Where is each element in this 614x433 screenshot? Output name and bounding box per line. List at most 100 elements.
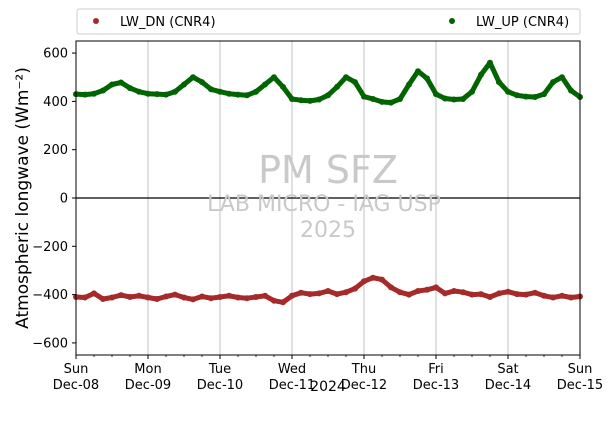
watermark-lab: LAB MICRO - IAG USP (207, 192, 441, 217)
data-point (406, 81, 412, 88)
data-point (496, 290, 502, 297)
data-point (244, 92, 250, 99)
data-point (82, 91, 88, 98)
data-point (541, 292, 547, 299)
x-tick-day: Tue (208, 362, 231, 377)
data-point (325, 92, 331, 99)
y-tick-label: −400 (32, 288, 68, 303)
data-point (289, 292, 295, 299)
x-tick-label: Dec-13 (413, 378, 459, 393)
data-point (253, 294, 259, 300)
data-point (262, 81, 268, 88)
data-point (397, 289, 403, 296)
legend-label-lw-dn: LW_DN (CNR4) (120, 15, 216, 30)
data-point (100, 296, 106, 302)
data-point (424, 286, 430, 293)
x-tick-day: Sun (64, 362, 89, 377)
x-tick-day: Sun (568, 362, 593, 377)
data-point (118, 292, 124, 299)
data-point (235, 91, 241, 98)
data-point (415, 288, 421, 294)
data-point (487, 59, 493, 66)
series-lw-dn (73, 274, 583, 306)
watermark-year: 2025 (300, 218, 356, 243)
data-point (172, 88, 178, 95)
data-point (280, 83, 286, 90)
data-point (460, 96, 466, 102)
data-point (298, 289, 304, 296)
data-point (505, 288, 511, 295)
data-point (145, 294, 151, 301)
y-tick-label: 600 (43, 47, 68, 62)
series-lw-up (73, 59, 583, 106)
data-point (190, 74, 196, 81)
data-point (280, 299, 286, 306)
data-point (514, 92, 520, 99)
data-point (316, 96, 322, 103)
y-tick-label: 0 (60, 192, 68, 207)
data-point (226, 90, 232, 97)
data-point (181, 81, 187, 88)
data-point (163, 293, 169, 300)
x-tick-label: Dec-14 (485, 378, 531, 393)
y-tick-label: 400 (43, 95, 68, 110)
data-point (190, 296, 196, 303)
data-point (352, 285, 358, 292)
series-layer (73, 59, 583, 306)
data-point (334, 83, 340, 90)
data-point (514, 291, 520, 298)
y-axis: 600 400 200 0 −200 −400 −600 (32, 47, 76, 351)
data-point (145, 90, 151, 97)
data-point (343, 74, 349, 81)
data-point (523, 291, 529, 298)
data-point (361, 93, 367, 100)
watermark-title: PM SFZ (258, 148, 398, 192)
data-point (523, 93, 529, 100)
data-point (262, 292, 268, 299)
y-axis-title-text: Atmospheric longwave (13, 135, 33, 329)
data-point (568, 294, 574, 301)
data-point (379, 98, 385, 105)
data-point (397, 96, 403, 102)
data-point (136, 292, 142, 299)
legend-marker-lw-up (449, 18, 455, 24)
data-point (163, 91, 169, 98)
data-point (208, 86, 214, 93)
x-axis: SunDec-08MonDec-09TueDec-10WedDec-11ThuD… (53, 355, 603, 393)
data-point (433, 91, 439, 98)
data-point (559, 74, 565, 81)
data-point (253, 88, 259, 95)
data-point (271, 74, 277, 81)
data-point (451, 288, 457, 294)
data-point (307, 291, 313, 298)
data-point (469, 291, 475, 298)
y-axis-title: Atmospheric longwave (Wm⁻²) (13, 67, 33, 329)
data-point (307, 97, 313, 104)
data-point (235, 294, 241, 301)
x-tick-day: Fri (428, 362, 444, 377)
data-point (442, 290, 448, 297)
data-point (118, 79, 124, 86)
data-point (388, 99, 394, 106)
data-point (91, 90, 97, 97)
y-tick-label: −600 (32, 336, 68, 351)
data-point (82, 294, 88, 301)
data-point (334, 291, 340, 298)
data-point (127, 85, 133, 92)
data-point (433, 284, 439, 291)
data-point (91, 290, 97, 297)
x-tick-day: Mon (134, 362, 161, 377)
data-point (541, 91, 547, 98)
data-point (109, 81, 115, 88)
data-point (199, 79, 205, 86)
data-point (370, 96, 376, 102)
data-point (478, 71, 484, 78)
x-tick-label: Dec-08 (53, 378, 99, 393)
data-point (244, 295, 250, 302)
x-tick-label: Dec-11 (269, 378, 315, 393)
data-point (199, 293, 205, 300)
data-point (478, 291, 484, 298)
data-point (370, 274, 376, 281)
data-point (550, 294, 556, 301)
